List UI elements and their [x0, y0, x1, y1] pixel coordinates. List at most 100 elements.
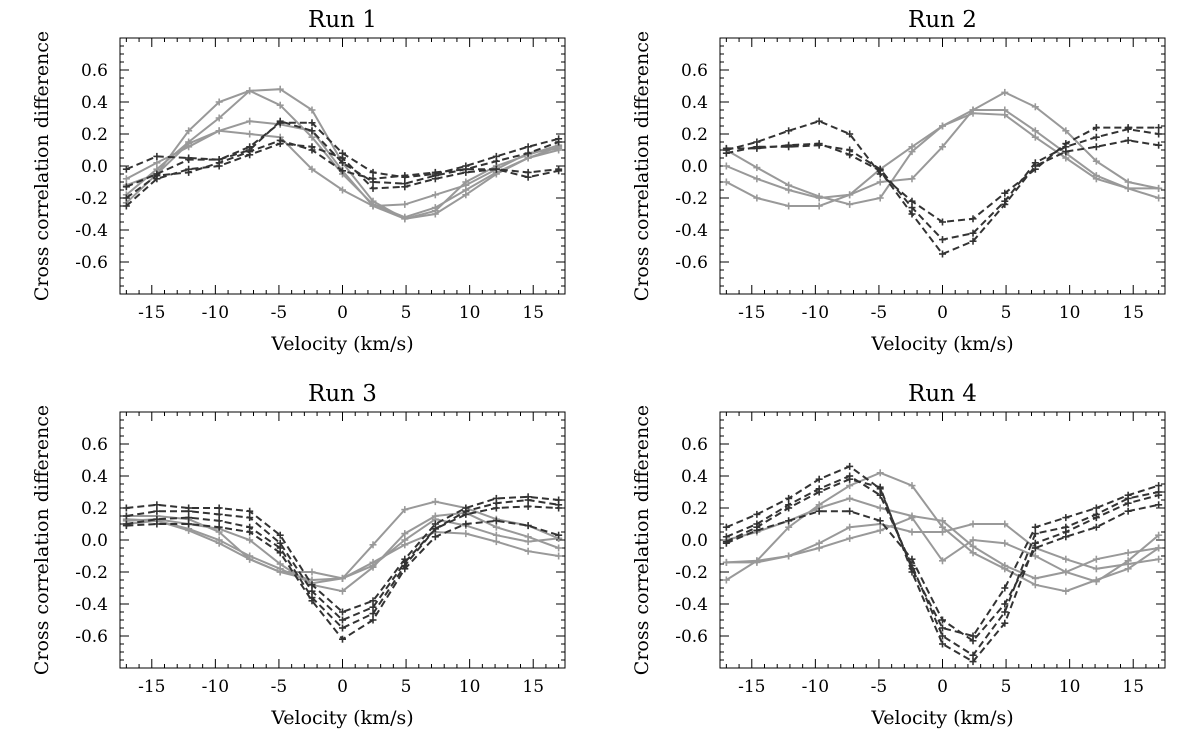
data-point [876, 504, 884, 512]
data-point [785, 504, 793, 512]
data-point [369, 184, 377, 192]
data-point [246, 117, 254, 125]
data-point [908, 204, 916, 212]
y-tick-label: -0.4 [675, 221, 708, 241]
chart-title: Run 4 [908, 381, 977, 407]
data-point [908, 175, 916, 183]
data-point [815, 544, 823, 552]
data-point [492, 523, 500, 531]
data-point [555, 544, 563, 552]
data-point [122, 175, 130, 183]
data-point [939, 528, 946, 536]
data-point [524, 522, 532, 530]
data-point [369, 603, 377, 611]
data-point [492, 538, 500, 546]
x-tick-label: -10 [802, 677, 829, 697]
data-point [246, 148, 254, 156]
data-point [969, 237, 977, 245]
data-point [969, 536, 977, 544]
series-group [722, 88, 1163, 258]
data-point [524, 149, 532, 157]
data-point [401, 200, 409, 208]
data-point [815, 507, 823, 515]
data-point [1092, 504, 1100, 512]
data-point [846, 494, 854, 502]
data-point [369, 541, 377, 549]
series-line-dashed [126, 495, 559, 614]
data-point [431, 175, 439, 183]
data-point [555, 167, 563, 175]
y-tick-label: 0.6 [681, 61, 708, 81]
y-tick-label: 0.0 [81, 531, 108, 551]
data-point [939, 236, 946, 244]
data-point [1031, 574, 1039, 582]
data-point [969, 637, 977, 645]
data-point [215, 510, 223, 518]
x-tick-label: -10 [202, 677, 229, 697]
data-point [308, 587, 316, 595]
data-point [1155, 531, 1163, 539]
x-tick-label: -5 [271, 303, 288, 323]
data-point [753, 175, 761, 183]
x-tick-label: -5 [871, 677, 888, 697]
data-point [1155, 184, 1163, 192]
chart-title: Run 3 [308, 381, 377, 407]
x-tick-label: -15 [738, 677, 765, 697]
data-point [308, 119, 316, 127]
data-point [1092, 514, 1100, 522]
data-point [401, 565, 409, 573]
data-point [369, 168, 377, 176]
data-point [122, 194, 130, 202]
data-point [846, 151, 854, 159]
x-tick-label: 10 [459, 303, 481, 323]
data-point [815, 488, 823, 496]
data-point [122, 165, 130, 173]
data-point [555, 504, 563, 512]
data-point [246, 87, 254, 95]
data-point [1001, 619, 1009, 627]
data-point [524, 538, 532, 546]
data-point [524, 547, 532, 555]
data-point [1062, 555, 1070, 563]
data-point [969, 651, 977, 659]
data-point [1001, 189, 1009, 197]
data-point [431, 191, 439, 199]
data-point [122, 504, 130, 512]
series-line-dashed [126, 505, 559, 630]
x-tick-label: -10 [802, 303, 829, 323]
x-tick-label: 5 [1001, 303, 1012, 323]
data-point [939, 517, 946, 525]
series-line-dashed [725, 465, 1159, 638]
data-point [185, 507, 193, 515]
x-axis-title: Velocity (km/s) [270, 333, 413, 355]
data-point [369, 175, 377, 183]
data-point [1001, 111, 1009, 119]
data-point [1062, 568, 1070, 576]
series-line-dashed [126, 498, 559, 622]
data-point [939, 250, 946, 258]
data-point [431, 525, 439, 533]
data-point [846, 462, 854, 470]
data-point [492, 504, 500, 512]
data-point [1155, 194, 1163, 202]
data-point [1092, 578, 1100, 586]
x-tick-label: -10 [202, 303, 229, 323]
data-point [276, 531, 284, 539]
y-tick-label: -0.4 [75, 221, 108, 241]
data-point [1092, 523, 1100, 531]
data-point [246, 555, 254, 563]
data-point [846, 200, 854, 208]
data-point [431, 533, 439, 541]
x-tick-label: 15 [522, 303, 544, 323]
data-point [876, 178, 884, 186]
data-point [215, 517, 223, 525]
y-tick-label: 0.4 [81, 93, 108, 113]
data-point [785, 552, 793, 560]
data-point [215, 127, 223, 135]
data-point [753, 144, 761, 152]
x-tick-label: -15 [738, 303, 765, 323]
data-point [1124, 184, 1132, 192]
data-point [185, 168, 193, 176]
data-point [846, 191, 854, 199]
data-point [969, 229, 977, 237]
